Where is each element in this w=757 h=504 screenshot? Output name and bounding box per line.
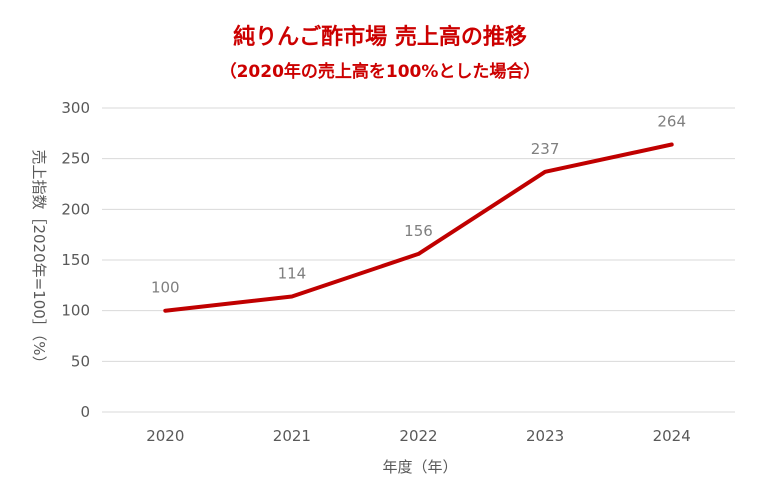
y-tick-label: 250 — [61, 150, 90, 168]
y-axis-ticks: 0 50 100 150 200 250 300 — [61, 99, 90, 421]
data-label: 264 — [657, 112, 686, 130]
x-tick-label: 2022 — [399, 427, 437, 445]
y-tick-label: 300 — [61, 99, 90, 117]
x-axis-ticks: 2020 2021 2022 2023 2024 — [146, 427, 691, 445]
chart-subtitle: （2020年の売上高を100%とした場合） — [220, 61, 541, 82]
data-label: 114 — [278, 264, 307, 282]
data-label: 156 — [404, 222, 433, 240]
x-tick-label: 2024 — [653, 427, 691, 445]
data-labels: 100 114 156 237 264 — [151, 112, 686, 296]
x-tick-label: 2023 — [526, 427, 564, 445]
gridlines — [102, 107, 735, 413]
y-tick-label: 150 — [61, 251, 90, 269]
y-axis-title: 売上指数［2020年=100］（%） — [30, 149, 48, 370]
y-tick-label: 200 — [61, 200, 90, 218]
data-label: 100 — [151, 279, 180, 297]
data-label: 237 — [531, 140, 560, 158]
chart-title: 純りんご酢市場 売上高の推移 — [233, 24, 527, 50]
y-tick-label: 100 — [61, 302, 90, 320]
x-axis-title: 年度（年） — [382, 458, 457, 476]
y-tick-label: 0 — [80, 403, 90, 421]
x-tick-label: 2020 — [146, 427, 184, 445]
y-tick-label: 50 — [71, 352, 90, 370]
series — [163, 142, 674, 313]
x-tick-label: 2021 — [273, 427, 311, 445]
